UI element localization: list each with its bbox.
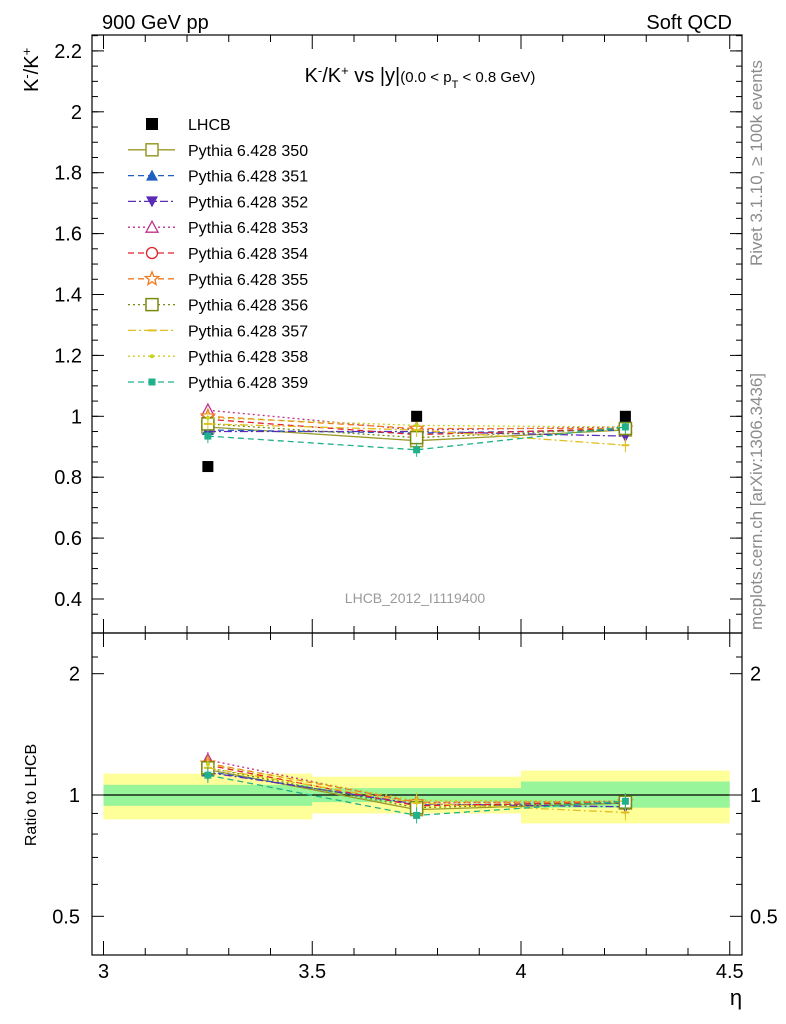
x-tick-label: 4.5 [716, 961, 744, 983]
ratio-y-ticks: 0.5 0.5 1 1 2 2 [52, 656, 778, 928]
ratio-y-tick-label-right: 0.5 [750, 906, 778, 928]
legend-marker-351 [146, 169, 158, 181]
ratio-y-tick-label-right: 2 [750, 664, 761, 686]
ratio-series-point-358 [205, 762, 210, 767]
mc-series-point-359 [204, 432, 212, 440]
y-tick-label: 2 [71, 102, 82, 124]
y-tick-label: 0.8 [54, 467, 82, 489]
legend-label-356: Pythia 6.428 356 [188, 298, 308, 315]
ratio-x-ticks: 3 3.5 4 4.5 [98, 633, 744, 983]
legend-label-358: Pythia 6.428 358 [188, 349, 308, 366]
ratio-series-group [199, 751, 634, 824]
y-tick-label: 1 [71, 406, 82, 428]
ratio-series-point-359 [621, 797, 629, 805]
y-tick-label: 0.4 [54, 589, 82, 611]
legend: LHCB Pythia 6.428 350 Pythia 6.428 351 Pyth… [128, 117, 308, 392]
ratio-y-tick-label: 0.5 [52, 906, 80, 928]
ratio-y-tick-label-right: 1 [750, 785, 761, 807]
legend-label-lhcb: LHCB [188, 117, 231, 134]
legend-marker-lhcb [146, 118, 158, 130]
data-point-lhcb [619, 410, 631, 422]
x-tick-label: 3 [98, 961, 109, 983]
legend-marker-356 [145, 297, 159, 312]
legend-label-351: Pythia 6.428 351 [188, 169, 308, 186]
main-series-group [199, 402, 634, 473]
legend-marker-358 [150, 354, 154, 359]
legend-label-359: Pythia 6.428 359 [188, 375, 308, 392]
y-tick-label: 2.2 [54, 41, 82, 63]
legend-marker-350 [145, 143, 159, 157]
ratio-panel: 0.5 0.5 1 1 2 2 3 3.5 4 4.5 Ratio to LHCB η [23, 632, 778, 1010]
header-right: Soft QCD [646, 12, 732, 34]
mc-series-point-359 [621, 423, 629, 431]
ratio-series-point-359 [204, 771, 212, 779]
x-tick-label: 4 [515, 961, 526, 983]
legend-marker-359 [148, 378, 156, 386]
legend-marker-352 [146, 196, 158, 208]
x-tick-label: 3.5 [298, 961, 326, 983]
y-tick-label: 1.6 [54, 224, 82, 246]
ratio-y-tick-label: 2 [69, 664, 80, 686]
legend-label-357: Pythia 6.428 357 [188, 323, 308, 340]
y-tick-label: 1.2 [54, 345, 82, 367]
y-tick-label: 1.4 [54, 285, 82, 307]
y-tick-label: 0.6 [54, 528, 82, 550]
legend-marker-354 [145, 246, 159, 260]
ratio-series-line-356 [207, 767, 626, 809]
legend-label-352: Pythia 6.428 352 [188, 194, 308, 211]
main-panel: 0.4 0.6 0.8 1 1.2 1.4 1.6 1.8 2 2.2 K-/K+ vs |y|(… [19, 34, 743, 634]
ratio-series-line-353 [207, 759, 626, 804]
ratio-series-point-358 [414, 798, 419, 803]
mc-series-point-359 [413, 446, 421, 454]
data-point-lhcb [411, 410, 423, 422]
rivet-version-label: Rivet 3.1.10, ≥ 100k events [747, 60, 766, 266]
analysis-watermark: LHCB_2012_I1119400 [345, 590, 486, 606]
legend-label-350: Pythia 6.428 350 [188, 143, 308, 160]
x-axis-label: η [730, 985, 742, 1010]
legend-marker-355 [143, 270, 161, 286]
ratio-frame [91, 632, 743, 956]
legend-marker-353 [144, 219, 160, 233]
header-left: 900 GeV pp [102, 12, 209, 34]
main-x-ticks [103, 35, 731, 633]
legend-label-354: Pythia 6.428 354 [188, 246, 308, 263]
y-axis-label: K-/K+ [19, 48, 44, 92]
y-tick-label: 1.8 [54, 163, 82, 185]
mc-series-point-358 [414, 423, 419, 428]
mc-series-point-358 [205, 415, 210, 420]
mcplots-label: mcplots.cern.ch [arXiv:1306.3436] [747, 373, 766, 630]
main-y-ticks: 0.4 0.6 0.8 1 1.2 1.4 1.6 1.8 2 2.2 [54, 35, 742, 615]
ratio-y-tick-label: 1 [69, 785, 80, 807]
ratio-series-point-359 [413, 811, 421, 819]
ratio-y-axis-label: Ratio to LHCB [23, 744, 40, 846]
legend-label-355: Pythia 6.428 355 [188, 272, 308, 289]
data-point-lhcb [202, 461, 214, 473]
legend-label-353: Pythia 6.428 353 [188, 220, 308, 237]
chart-title: K-/K+ vs |y|(0.0 < pT < 0.8 GeV) [305, 63, 536, 92]
